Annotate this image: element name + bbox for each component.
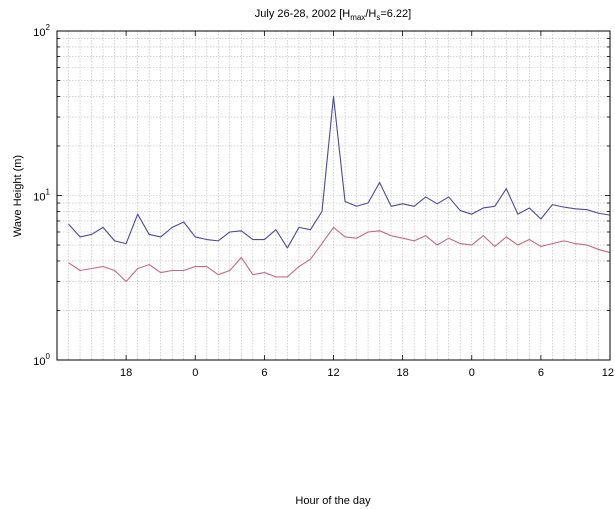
y-tick-label: 102	[33, 23, 50, 39]
x-tick-label: 18	[120, 367, 132, 379]
y-axis-label: Wave Height (m)	[12, 155, 24, 237]
x-axis-label: Hour of the day	[295, 495, 371, 507]
x-tick-label: 6	[261, 367, 267, 379]
x-axis-ticks: 18 0 6 12 18 0 6 12	[120, 31, 614, 379]
x-tick-label: 6	[538, 367, 544, 379]
x-tick-label: 18	[397, 367, 409, 379]
x-tick-label: 12	[602, 367, 614, 379]
title-mid: /H	[365, 8, 376, 20]
x-tick-label: 0	[192, 367, 198, 379]
svg-text:July 26-28, 2002 [Hmax/Hs=6.: July 26-28, 2002 [Hmax/Hs=6.22]	[255, 8, 411, 22]
x-tick-label: 12	[327, 367, 339, 379]
grid	[57, 31, 610, 360]
y-axis-ticks: 100 101 102	[33, 23, 610, 368]
chart-title: July 26-28, 2002 [Hmax/Hs=6.22]	[255, 8, 411, 22]
y-tick-label: 100	[33, 352, 50, 368]
title-sub-s: s	[376, 13, 380, 22]
series-line-1	[68, 95, 611, 249]
x-tick-label: 0	[469, 367, 475, 379]
title-end: =6.22]	[380, 8, 411, 20]
series-line-2	[68, 226, 611, 283]
y-tick-label: 101	[33, 188, 50, 204]
series-group	[68, 95, 611, 283]
title-sub-max: max	[350, 13, 365, 22]
title-main: July 26-28, 2002 [H	[255, 8, 350, 20]
